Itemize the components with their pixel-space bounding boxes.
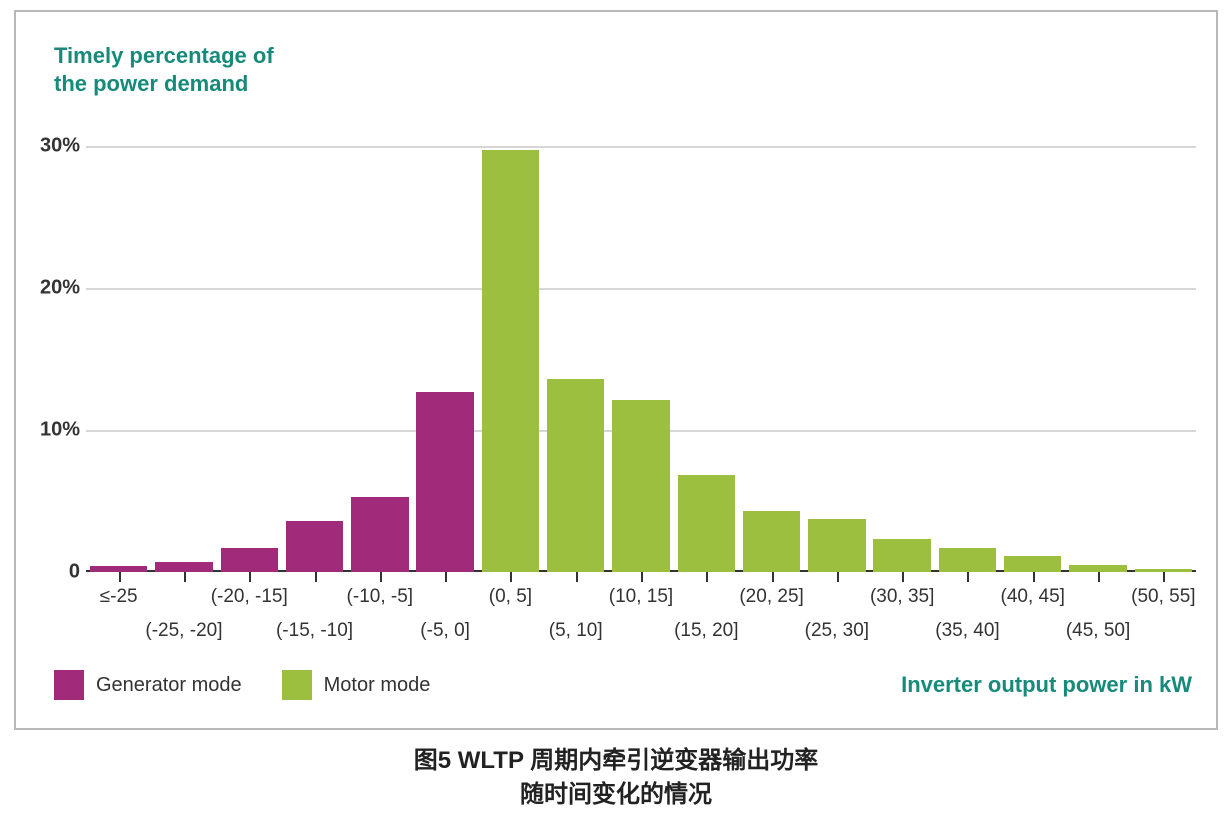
bar	[482, 150, 539, 572]
x-tick	[576, 572, 578, 582]
bar	[155, 562, 212, 572]
x-tick-label: (-10, -5]	[347, 586, 414, 608]
y-tick-label: 10%	[40, 419, 80, 442]
x-labels-row-top: ≤-25 (-20, -15] (-10, -5] (0, 5] (10, 15] (20…	[86, 586, 1196, 616]
legend: Generator mode Motor mode	[54, 670, 430, 700]
x-tick	[510, 572, 512, 582]
caption-line1: 图5 WLTP 周期内牵引逆变器输出功率	[414, 747, 818, 774]
legend-label-motor: Motor mode	[324, 674, 431, 697]
x-tick	[772, 572, 774, 582]
x-tick-label: (10, 15]	[609, 586, 673, 608]
x-tick-label: ≤-25	[100, 586, 138, 608]
x-tick-label: (25, 30]	[805, 620, 869, 642]
x-tick-label: (40, 45]	[1001, 586, 1065, 608]
y-tick-label: 30%	[40, 135, 80, 158]
x-tick	[967, 572, 969, 582]
bar	[351, 497, 408, 572]
x-tick	[1098, 572, 1100, 582]
x-tick-label: (20, 25]	[739, 586, 803, 608]
bar	[612, 400, 669, 572]
legend-item-motor: Motor mode	[282, 670, 431, 700]
bar	[678, 475, 735, 572]
bar	[808, 519, 865, 572]
x-axis-title: Inverter output power in kW	[901, 672, 1192, 698]
caption-line2: 随时间变化的情况	[520, 781, 712, 808]
x-tick	[706, 572, 708, 582]
x-tick-label: (-15, -10]	[276, 620, 353, 642]
x-tick-label: (45, 50]	[1066, 620, 1130, 642]
grid-line	[86, 288, 1196, 290]
bar	[873, 539, 930, 572]
x-tick	[119, 572, 121, 582]
x-tick	[641, 572, 643, 582]
x-tick	[837, 572, 839, 582]
plot-area: 010%20%30%	[86, 132, 1196, 572]
y-title-line1: Timely percentage of	[54, 43, 274, 68]
bar	[547, 379, 604, 572]
x-tick-label: (-25, -20]	[145, 620, 222, 642]
x-tick	[1033, 572, 1035, 582]
y-tick-label: 20%	[40, 277, 80, 300]
legend-swatch-generator	[54, 670, 84, 700]
legend-swatch-motor	[282, 670, 312, 700]
y-axis-title: Timely percentage of the power demand	[54, 42, 274, 97]
bar	[1069, 565, 1126, 572]
x-tick	[315, 572, 317, 582]
bar	[743, 511, 800, 572]
bar	[416, 392, 473, 572]
bar	[1004, 556, 1061, 572]
x-tick	[902, 572, 904, 582]
bar	[286, 521, 343, 572]
x-tick-label: (15, 20]	[674, 620, 738, 642]
x-tick-label: (0, 5]	[489, 586, 532, 608]
x-tick	[184, 572, 186, 582]
x-tick-label: (50, 55]	[1131, 586, 1195, 608]
x-tick-label: (-20, -15]	[211, 586, 288, 608]
grid-line	[86, 146, 1196, 148]
x-tick	[1163, 572, 1165, 582]
bar	[221, 548, 278, 572]
figure-caption: 图5 WLTP 周期内牵引逆变器输出功率 随时间变化的情况	[0, 744, 1232, 811]
x-tick	[445, 572, 447, 582]
x-tick-label: (-5, 0]	[420, 620, 470, 642]
x-tick	[249, 572, 251, 582]
x-labels-row-bottom: (-25, -20] (-15, -10] (-5, 0] (5, 10] (15, 2…	[86, 620, 1196, 650]
chart-frame: Timely percentage of the power demand 01…	[14, 10, 1218, 730]
legend-item-generator: Generator mode	[54, 670, 242, 700]
y-title-line2: the power demand	[54, 71, 248, 96]
x-tick-label: (30, 35]	[870, 586, 934, 608]
y-tick-label: 0	[40, 561, 80, 584]
legend-label-generator: Generator mode	[96, 674, 242, 697]
x-tick-label: (35, 40]	[935, 620, 999, 642]
x-tick	[380, 572, 382, 582]
x-tick-label: (5, 10]	[549, 620, 603, 642]
bar	[939, 548, 996, 572]
